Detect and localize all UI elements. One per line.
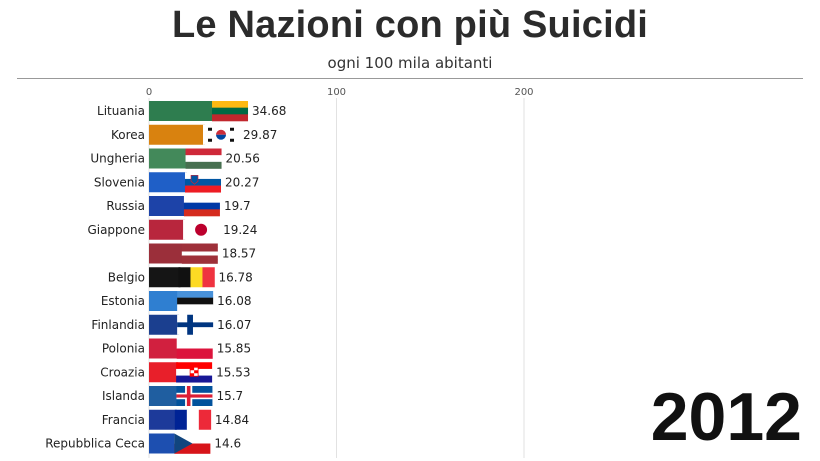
flag-croatia-icon xyxy=(176,362,213,383)
bar xyxy=(149,386,179,406)
value-label: 20.56 xyxy=(226,152,260,166)
flag-japan-icon xyxy=(183,219,220,240)
value-label: 34.68 xyxy=(252,104,286,118)
x-tick-label: 200 xyxy=(514,87,533,98)
bar xyxy=(149,243,184,264)
flag-russia-icon xyxy=(183,196,220,217)
category-label: Giappone xyxy=(87,223,145,237)
category-label: Korea xyxy=(111,128,145,142)
bar xyxy=(149,124,206,145)
bar-row: 18.57 xyxy=(149,243,256,264)
bar xyxy=(149,172,188,193)
value-label: 16.07 xyxy=(217,318,251,332)
flag-iceland-icon xyxy=(176,386,213,406)
flag-hungary-icon xyxy=(185,148,222,169)
bar-row: Giappone 19.24 xyxy=(87,219,257,240)
flag-poland-icon xyxy=(176,338,213,359)
category-label: Ungheria xyxy=(90,152,145,166)
flag-latvia-icon xyxy=(181,243,218,264)
bar xyxy=(149,314,180,335)
flag-czech-republic-icon xyxy=(174,433,211,454)
bar xyxy=(149,148,188,169)
value-label: 14.6 xyxy=(214,437,241,451)
flag-finland-icon xyxy=(177,314,214,335)
value-label: 29.87 xyxy=(243,128,277,142)
flag-lithuania-icon xyxy=(212,101,249,122)
value-label: 16.78 xyxy=(218,270,252,284)
bar xyxy=(149,362,179,383)
value-label: 18.57 xyxy=(222,247,256,261)
value-label: 16.08 xyxy=(217,294,251,308)
flag-france-icon xyxy=(174,409,212,430)
category-label: Finlandia xyxy=(91,318,145,332)
value-label: 15.7 xyxy=(216,389,243,403)
flag-slovenia-icon xyxy=(185,172,222,193)
bar-row: Lituania 34.68 xyxy=(97,101,286,122)
x-tick-label: 0 xyxy=(146,87,152,98)
bar-row: Russia 19.7 xyxy=(106,196,251,217)
bar xyxy=(149,196,186,216)
title-divider xyxy=(17,78,803,79)
category-label: Lituania xyxy=(97,104,145,118)
bars: Lituania 34.68 Korea 29.87 Ungheria 20.56 Slov… xyxy=(45,101,286,454)
category-label: Francia xyxy=(102,413,145,427)
bar-row: Slovenia 20.27 xyxy=(94,172,259,193)
category-label: Belgio xyxy=(108,270,145,284)
bar-row: Korea 29.87 xyxy=(111,124,277,145)
value-label: 19.24 xyxy=(223,223,257,237)
value-label: 14.84 xyxy=(215,413,249,427)
bar-row: Finlandia 16.07 xyxy=(91,314,251,335)
chart-subtitle: ogni 100 mila abitanti xyxy=(327,54,493,72)
flag-estonia-icon xyxy=(177,291,214,312)
category-label: Polonia xyxy=(102,342,145,356)
value-label: 19.7 xyxy=(224,199,251,213)
bar-row: Estonia 16.08 xyxy=(101,291,252,312)
flag-south-korea-icon xyxy=(203,124,240,145)
bar-row: Polonia 15.85 xyxy=(102,338,251,359)
flag-belgium-icon xyxy=(178,267,215,288)
bar xyxy=(149,219,186,240)
bar-row: Islanda 15.7 xyxy=(102,386,243,406)
bar-row: Ungheria 20.56 xyxy=(90,148,260,169)
category-label: Estonia xyxy=(101,294,145,308)
bar xyxy=(149,338,179,359)
bar-row: Croazia 15.53 xyxy=(100,362,250,383)
x-tick-label: 100 xyxy=(327,87,346,98)
bar xyxy=(149,409,177,430)
bar xyxy=(149,291,180,311)
chart-title: Le Nazioni con più Suicidi xyxy=(171,4,648,46)
value-label: 15.85 xyxy=(217,342,251,356)
bar-row: Belgio 16.78 xyxy=(108,267,253,288)
category-label: Russia xyxy=(106,199,145,213)
category-label: Islanda xyxy=(102,389,145,403)
bar xyxy=(149,433,177,454)
year-label: 2012 xyxy=(650,379,802,455)
bar-row: Francia 14.84 xyxy=(102,409,249,430)
bar xyxy=(149,101,215,121)
value-label: 20.27 xyxy=(225,175,259,189)
value-label: 15.53 xyxy=(216,365,250,379)
category-label: Croazia xyxy=(100,365,145,379)
category-label: Slovenia xyxy=(94,175,145,189)
bar xyxy=(149,267,181,288)
category-label: Repubblica Ceca xyxy=(45,437,145,451)
bar-row: Repubblica Ceca 14.6 xyxy=(45,433,241,454)
